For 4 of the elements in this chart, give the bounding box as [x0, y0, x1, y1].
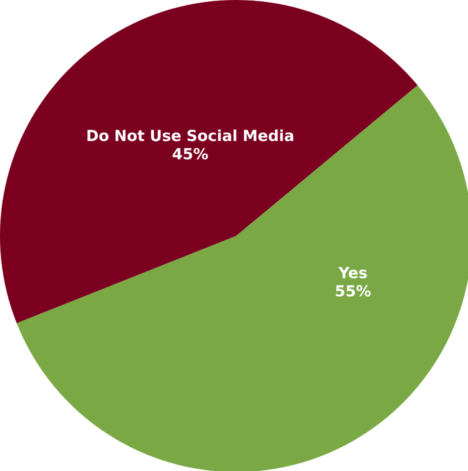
- slice-label: Yes: [338, 267, 367, 278]
- data-label: 55%: [336, 285, 371, 297]
- slice-label: Do Not Use Social Media: [87, 129, 294, 142]
- data-label: 45%: [172, 148, 208, 160]
